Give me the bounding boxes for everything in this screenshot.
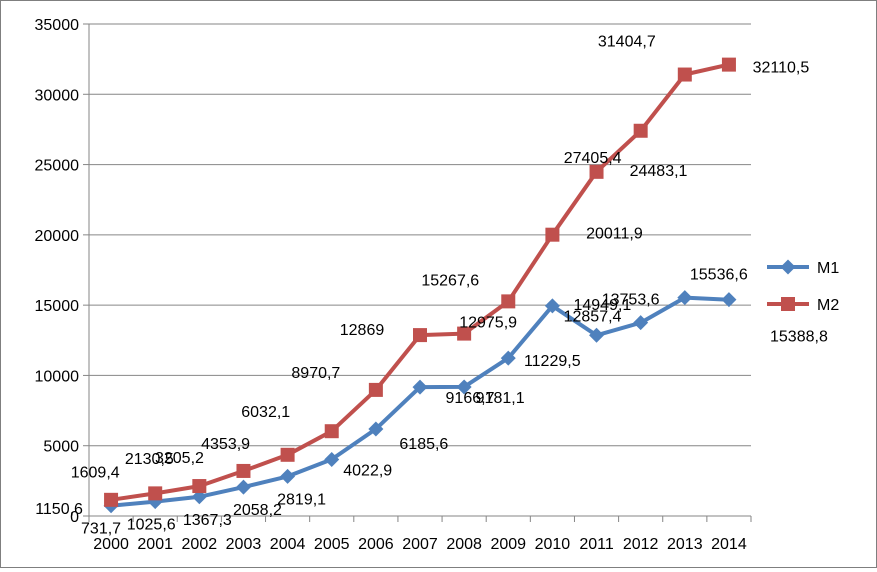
data-label-m2: 15267,6: [421, 272, 479, 289]
x-tick-label: 2011: [579, 536, 614, 553]
marker-m1: [544, 298, 560, 314]
legend-marker-m2: [781, 297, 795, 311]
x-tick-label: 2001: [137, 536, 173, 553]
data-label-m1: 9181,1: [476, 390, 525, 407]
marker-m2: [545, 227, 560, 242]
marker-m1: [456, 379, 472, 395]
marker-m2: [413, 328, 427, 343]
data-label-m2: 20011,9: [586, 226, 643, 243]
marker-m1: [633, 315, 649, 331]
data-label-m2: 1609,4: [71, 464, 120, 481]
marker-m1: [589, 327, 605, 343]
data-label-m1: 1367,3: [183, 512, 232, 529]
marker-m1: [235, 479, 251, 495]
marker-m1: [324, 451, 340, 467]
data-label-m1: 4022,9: [343, 462, 392, 479]
marker-m2: [148, 486, 163, 501]
marker-m2: [589, 164, 604, 179]
data-label-m2: 1150,6: [35, 501, 83, 518]
series-markers: [103, 57, 737, 514]
data-label-m1: 12857,4: [564, 308, 622, 325]
data-label-m1: 13753,6: [602, 292, 660, 309]
y-tick-label: 10000: [35, 368, 80, 385]
data-label-m2: 27405,4: [564, 150, 622, 167]
y-tick-labels: 0 5000 10000 15000 20000 25000 30000 35000: [35, 17, 80, 526]
data-label-m2: 6032,1: [241, 404, 290, 421]
x-tick-label: 2000: [93, 536, 129, 553]
marker-m1: [280, 468, 296, 484]
data-label-m2: 32110,5: [753, 60, 810, 77]
x-tick-label: 2013: [667, 536, 703, 553]
legend: M1 M2: [767, 259, 839, 314]
legend-marker-m1: [780, 259, 796, 275]
marker-m2: [368, 382, 383, 397]
y-tick-label: 35000: [35, 17, 80, 34]
data-label-m1: 6185,6: [399, 436, 448, 453]
data-label-m1: 1025,6: [127, 517, 176, 534]
x-tick-label: 2003: [226, 536, 262, 553]
marker-m2: [721, 57, 736, 72]
data-label-m1: 15536,6: [690, 267, 748, 284]
data-label-m2: 31404,7: [598, 34, 656, 51]
data-label-m2: 4353,9: [201, 436, 250, 453]
data-label-m1: 9166,7: [446, 390, 495, 407]
x-tick-label: 2002: [182, 536, 218, 553]
marker-m1: [368, 421, 384, 437]
y-tick-label: 0: [70, 509, 79, 526]
data-label-m1: 731,7: [81, 521, 121, 538]
marker-m1: [721, 292, 737, 308]
marker-m2: [501, 294, 516, 309]
x-tick-label: 2004: [270, 536, 306, 553]
x-tick-label: 2014: [711, 536, 747, 553]
data-label-m2: 3205,2: [155, 450, 204, 467]
legend-label-m1: M1: [817, 260, 839, 277]
marker-m2: [192, 479, 207, 494]
x-tick-label: 2008: [446, 536, 482, 553]
marker-m1: [677, 290, 693, 306]
x-tick-label: 2010: [535, 536, 571, 553]
x-tick-label: 2012: [623, 536, 659, 553]
data-label-m1: 11229,5: [524, 353, 581, 370]
marker-m1: [500, 350, 516, 366]
data-label-m1: 2058,2: [233, 502, 282, 519]
data-label-m1: 15388,8: [770, 329, 828, 346]
marker-m2: [104, 492, 119, 507]
y-tick-label: 30000: [35, 87, 80, 104]
gridlines: [89, 23, 751, 447]
data-label-m1: 14949,1: [573, 297, 631, 314]
y-tick-label: 5000: [43, 439, 79, 456]
marker-m2: [236, 463, 251, 478]
legend-label-m2: M2: [817, 297, 839, 314]
marker-m2: [633, 123, 648, 138]
marker-m2: [457, 326, 472, 341]
x-tick-labels: 2000 2001 2002 2003 2004 2005 2006 2007 2008 2009…: [93, 536, 747, 553]
data-label-m2: 12975,9: [459, 315, 517, 332]
marker-m2: [677, 67, 692, 82]
data-label-m2: 12869: [340, 322, 385, 339]
x-tick-label: 2007: [402, 536, 438, 553]
y-tick-label: 15000: [35, 298, 80, 315]
data-label-m1: 2819,1: [277, 491, 326, 508]
marker-m2: [280, 447, 295, 462]
axes: [83, 23, 752, 522]
data-label-m2: 2130,5: [125, 451, 174, 468]
y-tick-label: 20000: [35, 228, 80, 245]
y-tick-label: 25000: [35, 158, 80, 175]
x-tick-label: 2006: [358, 536, 394, 553]
data-label-m2: 24483,1: [630, 163, 688, 180]
data-label-m2: 8970,7: [291, 365, 340, 382]
marker-m1: [412, 379, 428, 395]
x-tick-label: 2005: [314, 536, 350, 553]
marker-m2: [324, 424, 339, 439]
x-tick-label: 2009: [490, 536, 526, 553]
